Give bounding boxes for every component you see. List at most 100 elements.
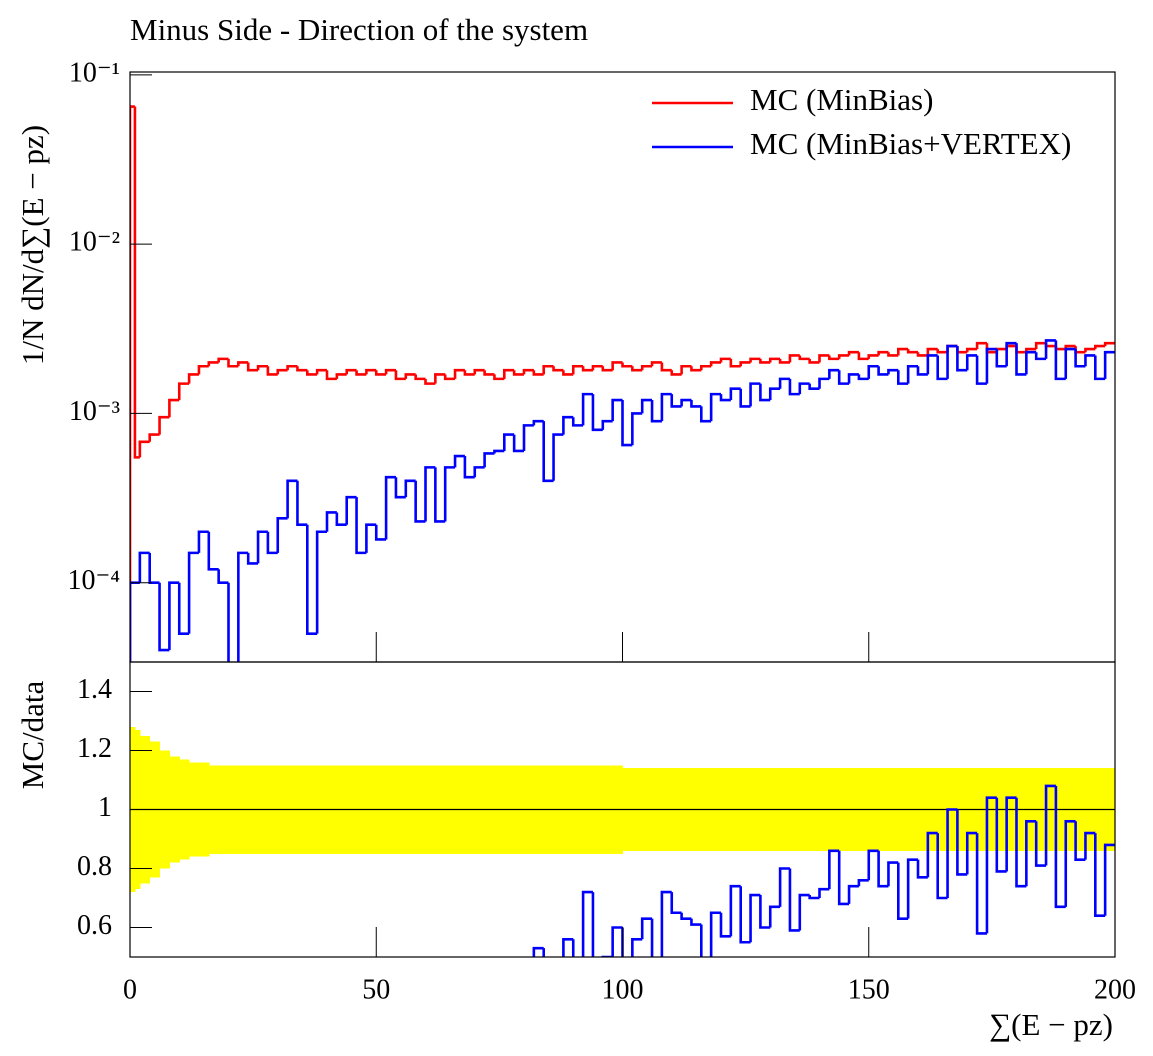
y-axis-label: 1/N dN/d∑(E − pz) [15, 125, 50, 365]
histogram-step [168, 398, 180, 418]
histogram-step [345, 495, 357, 525]
histogram-step [325, 370, 337, 381]
ratio-step [660, 890, 672, 957]
ratio-step [808, 895, 820, 900]
ratio-step [818, 887, 830, 898]
histogram-step [1005, 341, 1017, 367]
histogram-step [690, 366, 702, 372]
ratio-step [485, 1004, 495, 1025]
histogram-step [818, 377, 830, 389]
histogram-step [315, 368, 327, 375]
histogram-step [512, 370, 524, 376]
legend-label: MC (MinBias+VERTEX) [750, 126, 1071, 161]
ratio-step [562, 938, 574, 957]
histogram-step [995, 347, 1007, 353]
histogram-step [975, 341, 987, 350]
histogram-step [404, 479, 416, 498]
ratio-step [985, 796, 997, 934]
histogram-step [916, 366, 928, 376]
histogram-step [315, 530, 327, 634]
histogram-step [837, 354, 850, 359]
histogram-step [325, 511, 337, 532]
histogram-step [434, 373, 446, 384]
histogram-step [532, 419, 544, 426]
histogram-step [374, 370, 387, 376]
ratio-y-axis-label: MC/data [15, 681, 50, 790]
ratio-step [857, 879, 869, 887]
histogram-step [414, 480, 426, 523]
histogram-step [640, 398, 653, 414]
histogram-step [355, 370, 367, 376]
histogram-step [394, 370, 406, 381]
ratio-step [788, 868, 800, 932]
ratio-step [581, 890, 593, 957]
histogram-step [631, 366, 643, 372]
ratio-step [650, 918, 654, 957]
histogram-step [975, 355, 987, 385]
histogram-step [690, 400, 702, 408]
histogram-step [621, 400, 633, 447]
histogram-step [916, 352, 928, 357]
ratio-step [946, 808, 958, 898]
histogram-step [936, 355, 948, 381]
histogram-step [404, 373, 416, 379]
ratio-step [455, 1013, 465, 1016]
histogram-step [926, 354, 938, 375]
histogram-step [581, 366, 593, 372]
histogram-step [483, 370, 495, 376]
histogram-step [434, 467, 446, 523]
histogram-step [1094, 355, 1106, 381]
ratio-step [1103, 843, 1115, 916]
histogram-step [138, 440, 150, 458]
histogram-step [355, 497, 367, 555]
ratio-step [749, 893, 761, 943]
histogram-step [1084, 347, 1096, 353]
histogram-step [719, 357, 731, 363]
histogram-step [877, 366, 889, 376]
histogram-step [621, 362, 633, 368]
histogram-step [571, 417, 584, 427]
histogram-step [601, 366, 613, 372]
histogram-step [936, 349, 948, 354]
histogram-step [266, 531, 278, 555]
ratio-step [867, 849, 879, 881]
ratio-y-tick-label: 1 [98, 792, 112, 823]
histogram-step [660, 362, 672, 372]
histogram-step [1015, 343, 1027, 376]
ratio-step [571, 939, 575, 957]
histogram-step [493, 449, 505, 454]
histogram-step [739, 361, 751, 367]
histogram-step [818, 354, 830, 363]
ratio-step [347, 1051, 357, 1056]
ratio-step [465, 1013, 475, 1031]
histogram-step [246, 362, 259, 372]
histogram-step [453, 454, 465, 468]
histogram-step [650, 361, 662, 367]
histogram-step [453, 368, 465, 379]
histogram-step [138, 551, 150, 583]
histogram-step [1064, 347, 1076, 379]
histogram-step [227, 582, 230, 662]
histogram-step [187, 373, 199, 384]
histogram-step [1103, 350, 1115, 379]
histogram-step [207, 361, 219, 367]
x-tick-label: 50 [362, 974, 390, 1005]
histogram-step [424, 378, 436, 385]
histogram-step [867, 364, 879, 379]
histogram-step [197, 364, 209, 375]
histogram-step [778, 377, 790, 389]
histogram-step [562, 370, 574, 376]
histogram-step [670, 394, 682, 408]
histogram-step [296, 366, 308, 372]
ratio-step [739, 886, 751, 944]
ratio-step [680, 912, 692, 920]
histogram-step [581, 392, 593, 426]
histogram-step [759, 383, 771, 402]
y-tick-label: 10⁻¹ [69, 57, 120, 88]
histogram-step [739, 388, 751, 408]
histogram-step [168, 581, 180, 651]
ratio-step [150, 1040, 160, 1056]
ratio-step [1074, 821, 1086, 861]
histogram-step [286, 364, 298, 371]
histogram-step [700, 364, 712, 371]
